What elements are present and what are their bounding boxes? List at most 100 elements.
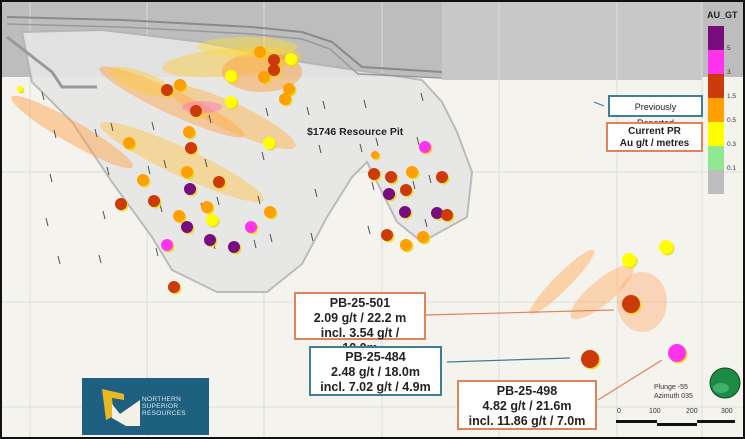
legend-swatch	[708, 26, 724, 50]
callout-hole: PB-25-484	[345, 350, 406, 364]
drill-trace	[163, 159, 167, 169]
drill-trace	[416, 136, 420, 146]
scale-bar	[616, 420, 735, 426]
drill-intercept	[201, 201, 213, 213]
callout-interval: 2.09 g/t / 22.2 m	[313, 311, 407, 325]
legend-tick: 1.5	[727, 93, 737, 100]
drill-intercept	[245, 221, 257, 233]
drill-intercept	[181, 166, 193, 178]
legend-tick: 3	[727, 69, 731, 76]
drill-intercept	[137, 174, 149, 186]
grade-shell	[99, 66, 245, 138]
legend-swatch	[708, 170, 724, 194]
grade-shell	[197, 37, 297, 57]
drill-intercept	[183, 126, 195, 138]
legend-swatch	[708, 98, 724, 122]
drill-trace	[155, 247, 159, 257]
drill-intercept	[668, 344, 686, 362]
drill-trace	[375, 137, 379, 147]
drill-traces	[41, 91, 432, 265]
callout-hole: PB-25-498	[496, 384, 558, 398]
drill-intercept	[381, 229, 393, 241]
drill-trace	[57, 255, 61, 265]
drill-intercept	[383, 188, 395, 200]
drill-intercept	[264, 206, 276, 218]
drill-intercept	[204, 234, 216, 246]
drill-intercept	[168, 281, 180, 293]
legend-title: AU_GT	[707, 10, 738, 20]
drill-intercept	[206, 214, 218, 226]
orientation-readout: Plunge -55 Azimuth 035	[654, 383, 693, 401]
legend-color-bar	[708, 26, 724, 194]
azimuth-label: Azimuth 035	[654, 393, 693, 400]
drill-trace	[102, 210, 106, 220]
drill-intercept	[268, 64, 280, 76]
drill-intercept	[400, 239, 412, 251]
drill-intercept	[213, 176, 225, 188]
drill-intercept	[399, 206, 411, 218]
drill-trace	[269, 233, 273, 243]
grade-shell	[108, 66, 176, 98]
drill-trace	[49, 173, 53, 183]
drill-intercept	[371, 151, 379, 159]
drill-intercept	[406, 166, 418, 178]
leader-pb-25-484	[446, 357, 571, 363]
drill-trace	[253, 239, 257, 249]
current-pr-units: Au g/t / metres	[619, 138, 690, 149]
drill-intercept	[441, 209, 453, 221]
drill-trace	[265, 107, 269, 117]
grade-shell	[570, 264, 634, 320]
drill-intercept	[263, 137, 275, 149]
company-logo: NORTHERN SUPERIOR RESOURCES	[82, 378, 209, 435]
pit-ramp-line	[6, 35, 97, 89]
legend-tick: 5	[727, 45, 731, 52]
scale-label-200: 200	[686, 408, 698, 415]
drill-trace	[412, 180, 416, 190]
drill-intercept	[148, 195, 160, 207]
orientation-sphere	[709, 367, 741, 399]
drill-intercept	[161, 84, 173, 96]
drill-trace	[45, 217, 49, 227]
pit-rim-line	[6, 16, 443, 73]
drill-intercept	[622, 295, 640, 313]
drill-trace	[208, 114, 212, 124]
drill-intercept	[185, 142, 197, 154]
legend-swatch	[708, 50, 724, 74]
drill-trace	[322, 100, 326, 110]
drill-trace	[318, 144, 322, 154]
drill-intercept	[228, 241, 240, 253]
drill-intercept	[419, 141, 431, 153]
drill-intercept	[190, 105, 202, 117]
drill-trace	[363, 99, 367, 109]
drill-intercept	[174, 79, 186, 91]
topography-band-right	[442, 2, 702, 80]
drill-intercept	[161, 239, 173, 251]
drill-trace	[367, 225, 371, 235]
current-pr-label: Current PR	[628, 126, 681, 137]
logo-text: NORTHERN SUPERIOR RESOURCES	[142, 396, 186, 417]
drill-intercept	[181, 221, 193, 233]
drill-trace	[314, 188, 318, 198]
drill-trace	[424, 218, 428, 228]
drill-intercepts	[17, 46, 688, 370]
drill-intercept	[123, 137, 135, 149]
drill-intercept	[279, 93, 291, 105]
drill-trace	[420, 92, 424, 102]
drill-intercept	[225, 70, 237, 82]
drill-intercept	[285, 53, 297, 65]
drill-trace	[257, 195, 261, 205]
drill-intercept	[400, 184, 412, 196]
leader-key	[593, 101, 605, 107]
logo-line: NORTHERN	[142, 396, 182, 403]
callout-pb-25-484: PB-25-484 2.48 g/t / 18.0m incl. 7.02 g/…	[309, 346, 442, 396]
drill-intercept	[115, 198, 127, 210]
drill-intercept	[431, 207, 443, 219]
drill-intercept	[225, 96, 237, 108]
drill-intercept	[622, 253, 636, 267]
logo-line: RESOURCES	[142, 410, 186, 417]
drill-intercept	[659, 240, 673, 254]
drill-trace	[151, 121, 155, 131]
grade-shell	[11, 95, 133, 169]
drill-trace	[53, 129, 57, 139]
